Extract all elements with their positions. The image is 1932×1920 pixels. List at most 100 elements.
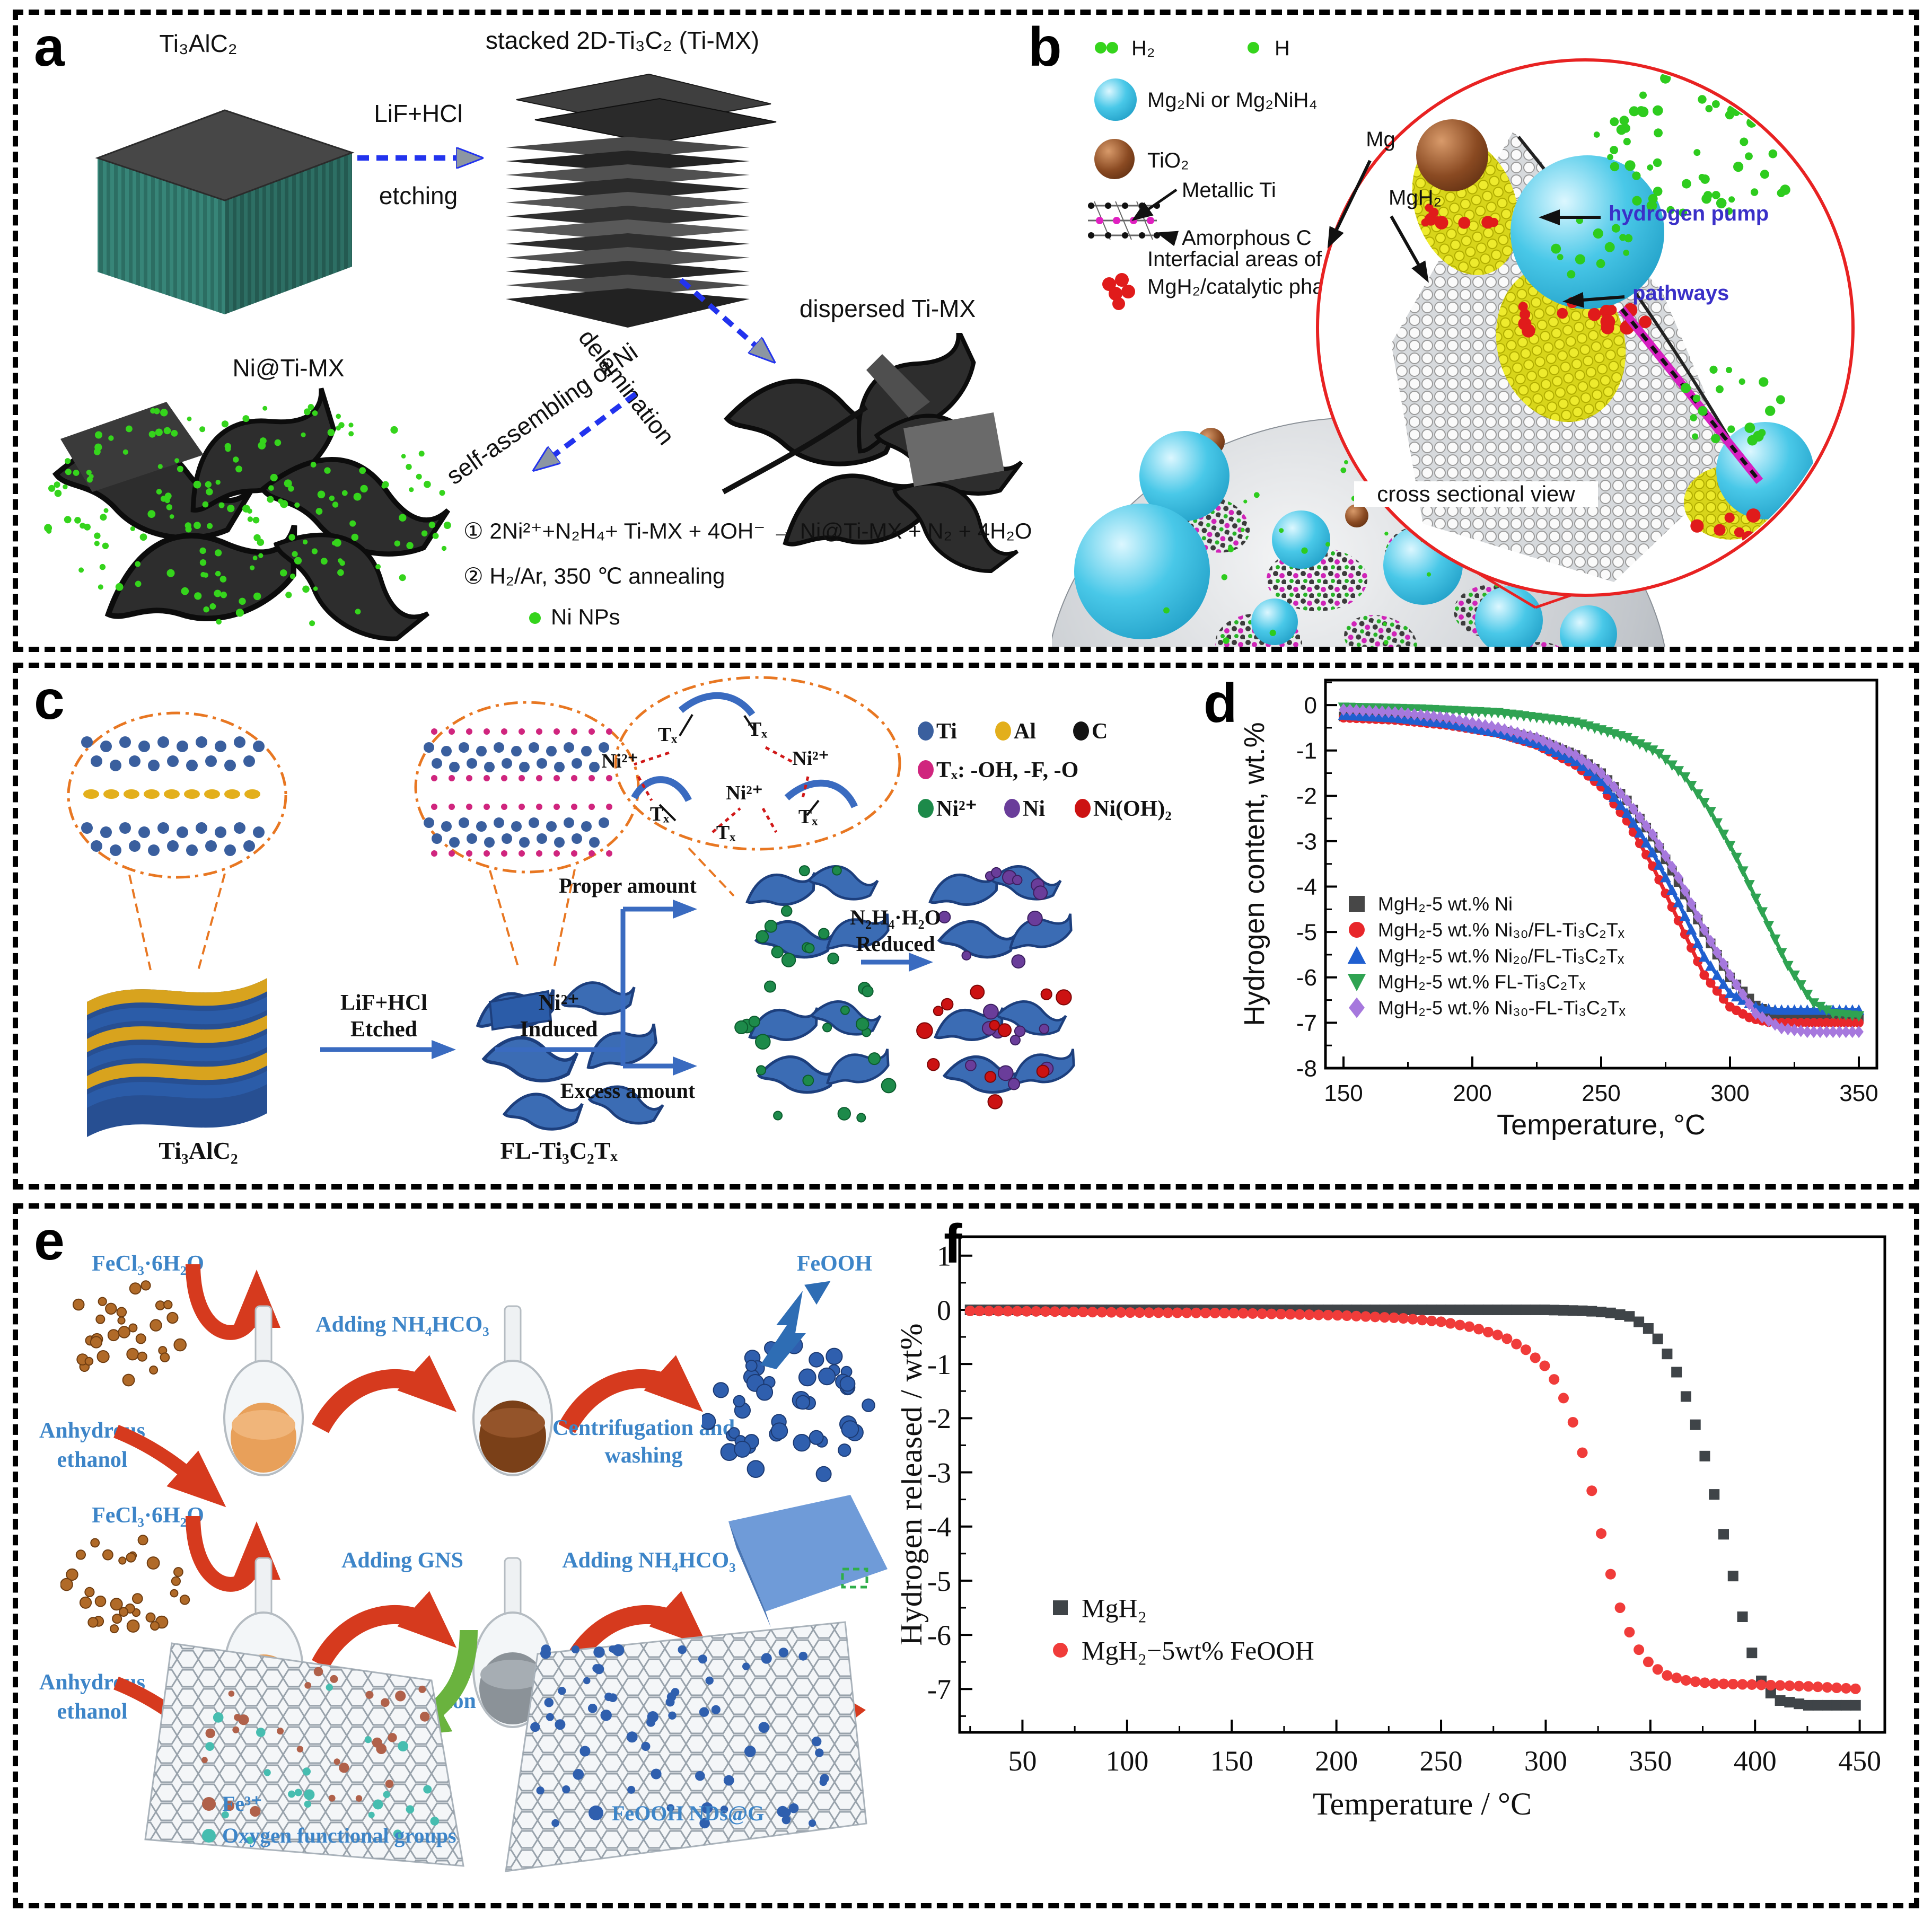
legend-b-h: H [1275, 37, 1290, 60]
lattice-icon [1088, 188, 1179, 246]
go-sheet-fe3 [144, 1642, 464, 1867]
svg-text:50: 50 [1008, 1745, 1037, 1777]
legend-c-ni2: Ni²⁺ [936, 797, 977, 821]
svg-text:Hydrogen released / wt%: Hydrogen released / wt% [901, 1323, 928, 1645]
svg-text:100: 100 [1105, 1745, 1148, 1777]
tx-label: Tₓ [798, 806, 818, 828]
legend-c-nioh: Ni(OH)₂ [1093, 797, 1172, 821]
svg-text:-5: -5 [1296, 920, 1317, 946]
feooh-zigzag-arrow [760, 1281, 831, 1369]
c-etch-label-2: Etched [350, 1017, 417, 1042]
anhydrous-label-1b: ethanol [57, 1448, 128, 1472]
tx-label: Tₓ [657, 724, 678, 746]
ni2-label: Ni²⁺ [792, 747, 829, 770]
graphene-sheet-feooh [505, 1621, 867, 1872]
svg-text:MgH₂-5 wt.% FL-Ti₃C₂Tₓ: MgH₂-5 wt.% FL-Ti₃C₂Tₓ [1378, 971, 1585, 993]
svg-text:MgH₂-5 wt.% Ni₃₀/FL-Ti₃C₂Tₓ: MgH₂-5 wt.% Ni₃₀/FL-Ti₃C₂Tₓ [1378, 919, 1624, 941]
svg-text:-8: -8 [1296, 1055, 1317, 1081]
svg-text:200: 200 [1315, 1745, 1358, 1777]
dispersed-mxene-label: dispersed Ti-MX [799, 295, 976, 322]
c-proper-label: Proper amount [559, 874, 697, 897]
ni2-label: Ni²⁺ [601, 750, 638, 772]
legend-b-mg2ni: Mg₂Ni or Mg₂NiH₄ [1147, 89, 1318, 112]
panel-c-illustration [67, 676, 1232, 1137]
legend-c-swatches [918, 721, 1091, 818]
panel-d-letter: d [1204, 673, 1237, 734]
svg-text:150: 150 [1324, 1080, 1363, 1106]
hydrogen-pump-label: hydrogen pump [1609, 202, 1769, 225]
cross-sectional-view-label: cross sectional view [1354, 481, 1598, 507]
panel-a-precursor-label: Ti₃AlC₂ [159, 30, 238, 57]
svg-text:-5: -5 [927, 1565, 951, 1597]
svg-text:300: 300 [1524, 1745, 1567, 1777]
fecl3-powder-2 [60, 1535, 190, 1634]
svg-text:-7: -7 [927, 1674, 951, 1705]
c-excess-label: Excess amount [560, 1079, 696, 1103]
svg-text:MgH₂-5 wt.% Ni: MgH₂-5 wt.% Ni [1378, 893, 1513, 915]
legend-e-fe3: Fe³⁺ [222, 1792, 262, 1816]
svg-text:350: 350 [1839, 1080, 1878, 1106]
flask-gray [472, 1557, 553, 1728]
fecl3-label-1: FeCl₃·6H₂O [92, 1252, 204, 1276]
svg-text:-2: -2 [927, 1403, 951, 1434]
callout-tx-ni-bonding [614, 676, 901, 897]
svg-text:MgH₂-5 wt.% Ni₂₀/FL-Ti₃C₂Tₓ: MgH₂-5 wt.% Ni₂₀/FL-Ti₃C₂Tₓ [1378, 945, 1624, 967]
centrifugation-label-1b: washing [604, 1443, 683, 1468]
adding-nh4hco3-label-2: Adding NH₄HCO₃ [562, 1548, 736, 1573]
product-label: Ni@Ti-MX [232, 354, 345, 382]
svg-text:MgH₂−5wt% FeOOH: MgH₂−5wt% FeOOH [1082, 1636, 1314, 1666]
c-etched-label: FL-Ti₃C₂Tₓ [500, 1137, 618, 1164]
legend-b-icons [1088, 42, 1259, 310]
adding-gns-label: Adding GNS [341, 1548, 463, 1573]
c-precursor-label: Ti₃AlC₂ [159, 1137, 238, 1164]
pathways-label: pathways [1632, 281, 1729, 305]
max-phase-slab-illustration [95, 109, 355, 314]
etch-reagent-label: LiF+HCl [374, 100, 463, 127]
legend-c-tx: Tₓ: -OH, -F, -O [936, 758, 1079, 782]
svg-text:-7: -7 [1296, 1010, 1317, 1036]
legend-b-amorphous-c: Amorphous C [1182, 226, 1312, 250]
ni-nanoparticles-scatter [44, 404, 451, 627]
svg-text:-4: -4 [927, 1511, 951, 1543]
fl-mxene-flakes [473, 983, 665, 1132]
svg-text:Temperature / °C: Temperature / °C [1313, 1786, 1532, 1821]
panel-row-ef: e FeCl₃·6H₂O Anhydrous ethanol Adding NH… [13, 1203, 1919, 1908]
svg-text:400: 400 [1734, 1745, 1777, 1777]
cluster-proper [743, 860, 894, 967]
ethanol-arrow-1 [113, 1424, 226, 1508]
legend-c-al: Al [1014, 719, 1036, 744]
svg-text:-1: -1 [1296, 738, 1317, 764]
tx-label: Tₓ [649, 803, 670, 825]
dispersed-flakes-illustration [707, 333, 1036, 609]
ni-nps-legend-label: Ni NPs [551, 604, 620, 629]
panel-row-ab: a Ti₃AlC₂ LiF+HCl etching stacked 2D-Ti₃… [13, 10, 1919, 652]
panel-c-letter: c [34, 670, 65, 731]
fecl3-label-2: FeCl₃·6H₂O [92, 1503, 204, 1528]
legend-e-nds-swatch [589, 1805, 603, 1820]
panel-row-cd: c [13, 663, 1919, 1190]
feooh-label: FeOOH [796, 1252, 873, 1276]
max-block [87, 978, 267, 1137]
interface-cluster-icon [1102, 273, 1135, 310]
panel-a-letter: a [34, 16, 65, 78]
tx-label: Tₓ [748, 718, 768, 741]
svg-text:250: 250 [1582, 1080, 1620, 1106]
c-induce-label-1: Ni²⁺ [538, 991, 579, 1015]
svg-text:MgH₂-5 wt.% Ni₃₀-FL-Ti₃C₂Tₓ: MgH₂-5 wt.% Ni₃₀-FL-Ti₃C₂Tₓ [1378, 997, 1626, 1019]
svg-text:-3: -3 [1296, 829, 1317, 855]
reaction-equation-1: ① 2Ni²⁺+N₂H₄+ Ti-MX + 4OH⁻ → Ni@Ti-MX + … [463, 518, 1032, 543]
svg-text:Hydrogen content, wt.%: Hydrogen content, wt.% [1239, 722, 1270, 1026]
panel-e-letter: e [34, 1210, 65, 1272]
mg-label: Mg [1366, 128, 1395, 151]
ni-nps-legend-icon [529, 612, 541, 624]
svg-text:150: 150 [1210, 1745, 1253, 1777]
svg-text:450: 450 [1838, 1745, 1881, 1777]
svg-text:-2: -2 [1296, 783, 1317, 809]
callout-mxene-atoms [414, 701, 640, 971]
legend-c-c: C [1092, 719, 1108, 744]
c-etch-label-1: LiF+HCl [340, 991, 427, 1015]
swoosh-arrow-1 [312, 1355, 457, 1433]
tx-label: Tₓ [716, 822, 736, 844]
delamination-arrow [679, 278, 797, 386]
svg-text:-6: -6 [1296, 965, 1317, 991]
